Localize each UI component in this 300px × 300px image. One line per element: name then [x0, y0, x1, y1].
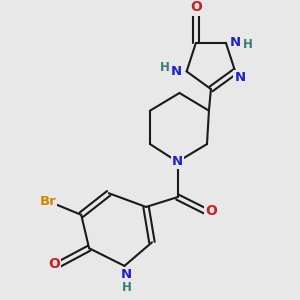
Text: H: H: [243, 38, 253, 51]
Text: N: N: [121, 268, 132, 281]
Text: N: N: [234, 71, 245, 84]
Text: N: N: [171, 65, 182, 78]
Text: O: O: [48, 257, 60, 271]
Text: O: O: [190, 1, 202, 14]
Text: N: N: [230, 36, 241, 50]
Text: H: H: [160, 61, 170, 74]
Text: N: N: [172, 155, 183, 168]
Text: H: H: [122, 281, 131, 294]
Text: O: O: [205, 204, 217, 218]
Text: Br: Br: [40, 195, 56, 208]
